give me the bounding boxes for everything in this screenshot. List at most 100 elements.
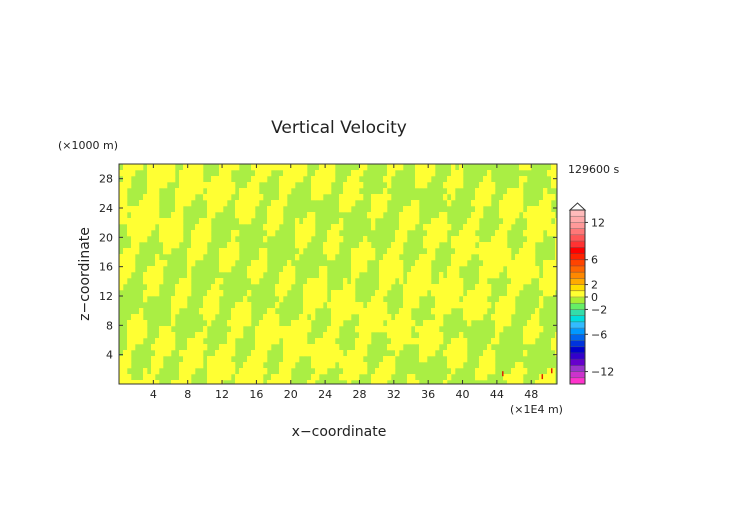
field-cell: [399, 308, 404, 315]
field-cell: [543, 266, 548, 273]
field-cell: [547, 206, 552, 213]
field-cell: [231, 368, 236, 375]
field-cell: [359, 170, 364, 177]
field-cell: [295, 218, 300, 225]
field-cell: [359, 164, 364, 171]
field-cell: [303, 218, 308, 225]
field-cell: [303, 164, 308, 171]
field-cell: [275, 290, 280, 297]
field-cell: [479, 278, 484, 285]
field-cell: [327, 302, 332, 309]
field-cell: [383, 176, 388, 183]
field-cell: [539, 278, 544, 285]
field-cell: [447, 200, 452, 207]
field-cell: [451, 254, 456, 261]
field-cell: [475, 206, 480, 213]
field-cell: [203, 302, 208, 309]
field-cell: [555, 248, 557, 255]
field-cell: [215, 188, 220, 195]
field-cell: [375, 374, 380, 381]
field-cell: [327, 362, 332, 369]
field-cell: [147, 374, 152, 381]
field-cell: [303, 320, 308, 327]
field-cell: [363, 344, 368, 351]
field-cell: [223, 182, 228, 189]
field-cell: [179, 362, 184, 369]
field-cell: [415, 380, 420, 384]
field-cell: [211, 314, 216, 321]
field-cell: [331, 164, 336, 171]
field-cell: [403, 290, 408, 297]
field-cell: [479, 374, 484, 381]
field-cell: [323, 266, 328, 273]
field-cell: [371, 218, 376, 225]
field-cell: [179, 302, 184, 309]
colorbar-swatch: [570, 241, 585, 248]
field-cell: [427, 338, 432, 345]
field-cell: [523, 248, 528, 255]
field-cell: [451, 194, 456, 201]
field-cell: [539, 206, 544, 213]
field-cell: [223, 362, 228, 369]
colorbar-swatch: [570, 334, 585, 341]
field-cell: [395, 350, 400, 357]
field-cell: [363, 236, 368, 243]
field-cell: [423, 320, 428, 327]
field-cell: [407, 206, 412, 213]
field-cell: [427, 260, 432, 267]
field-cell: [515, 188, 520, 195]
field-cell: [487, 170, 492, 177]
field-cell: [459, 164, 464, 171]
field-cell: [307, 308, 312, 315]
field-cell: [323, 272, 328, 279]
field-cell: [499, 248, 504, 255]
field-cell: [479, 290, 484, 297]
field-cell: [339, 308, 344, 315]
field-cell: [231, 182, 236, 189]
field-cell: [483, 368, 488, 375]
field-cell: [195, 236, 200, 243]
field-cell: [291, 338, 296, 345]
field-cell: [463, 224, 468, 231]
field-cell: [507, 320, 512, 327]
field-cell: [535, 206, 540, 213]
field-cell: [255, 260, 260, 267]
field-cell: [443, 380, 448, 384]
field-cell: [147, 188, 152, 195]
field-cell: [415, 326, 420, 333]
field-cell: [411, 374, 416, 381]
field-cell: [399, 320, 404, 327]
field-cell: [323, 356, 328, 363]
field-cell: [215, 182, 220, 189]
field-cell: [195, 176, 200, 183]
field-cell: [323, 290, 328, 297]
field-cell: [183, 182, 188, 189]
colorbar-swatch: [570, 272, 585, 279]
field-cell: [307, 320, 312, 327]
field-cell: [363, 164, 368, 171]
y-unit-label: (×1000 m): [58, 139, 118, 152]
field-cell: [399, 332, 404, 339]
field-cell: [211, 200, 216, 207]
field-cell: [467, 224, 472, 231]
field-cell: [255, 266, 260, 273]
field-cell: [355, 344, 360, 351]
field-cell: [259, 374, 264, 381]
field-cell: [347, 362, 352, 369]
field-cell: [231, 254, 236, 261]
field-cell: [231, 164, 236, 171]
field-cell: [347, 284, 352, 291]
field-cell: [295, 350, 300, 357]
field-cell: [159, 356, 164, 363]
field-cell: [503, 260, 508, 267]
field-cell: [307, 302, 312, 309]
field-cell: [395, 230, 400, 237]
field-cell: [335, 242, 340, 249]
field-cell: [151, 374, 156, 381]
field-cell: [199, 254, 204, 261]
field-cell: [511, 272, 516, 279]
field-cell: [275, 224, 280, 231]
field-cell: [455, 344, 460, 351]
field-cell: [367, 338, 372, 345]
